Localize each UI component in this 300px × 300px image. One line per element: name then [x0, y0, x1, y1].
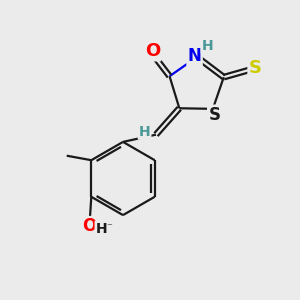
- Text: ⁻: ⁻: [106, 222, 112, 232]
- Text: O: O: [145, 42, 160, 60]
- Text: N: N: [188, 47, 202, 65]
- Text: O: O: [82, 217, 96, 235]
- Text: H: H: [139, 125, 150, 139]
- Text: H: H: [202, 39, 213, 52]
- Text: H: H: [95, 222, 107, 236]
- Text: S: S: [249, 59, 262, 77]
- Text: S: S: [208, 106, 220, 124]
